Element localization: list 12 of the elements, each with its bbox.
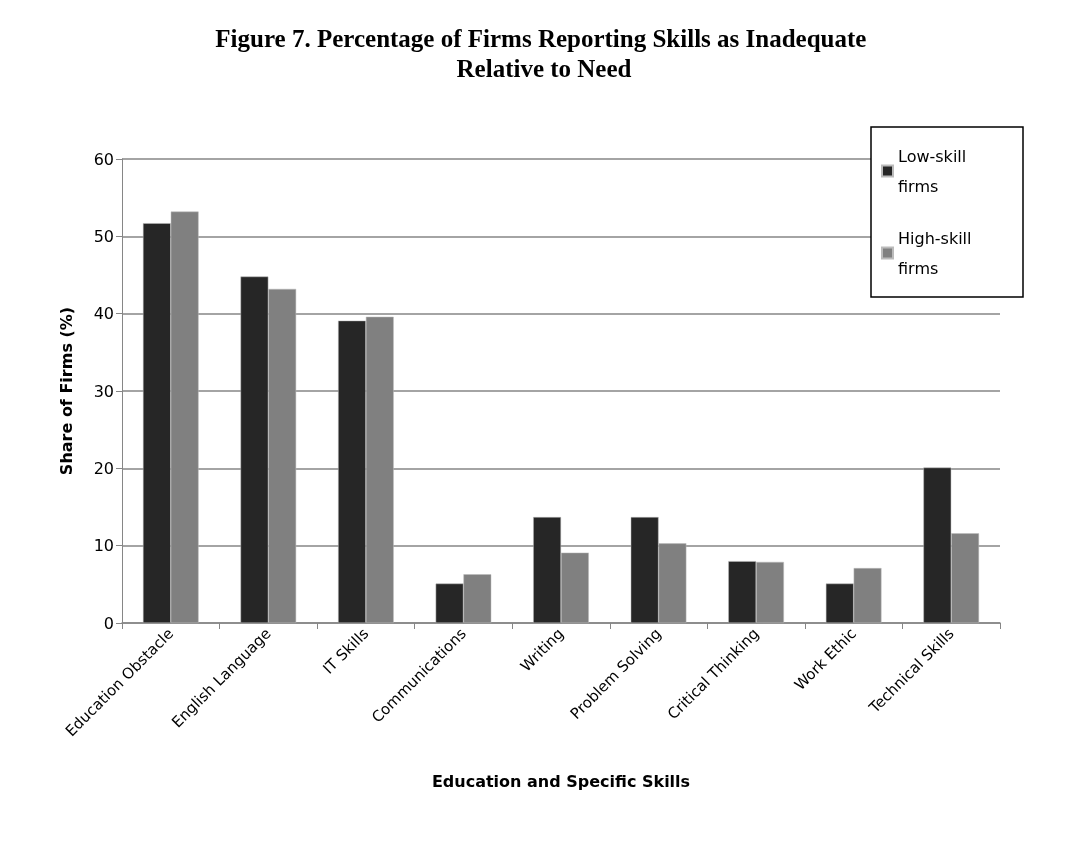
y-axis-title: Share of Firms (%) <box>56 306 76 476</box>
y-tick-label: 60 <box>93 149 114 169</box>
y-tick-label: 40 <box>93 304 114 324</box>
y-tick-label: 20 <box>93 458 114 478</box>
y-tick-label: 0 <box>103 613 114 633</box>
y-tick-label: 50 <box>93 226 114 246</box>
x-axis-title: Education and Specific Skills <box>431 771 691 791</box>
chart-title: Figure 7. Percentage of Firms Reporting Skills as Inadequate Relative to Need <box>215 24 873 82</box>
legend-label: Low-skill firms <box>898 146 972 196</box>
y-tick-label: 30 <box>93 381 114 401</box>
y-tick-label: 10 <box>93 536 114 556</box>
legend-label: High-skill firms <box>898 228 977 278</box>
